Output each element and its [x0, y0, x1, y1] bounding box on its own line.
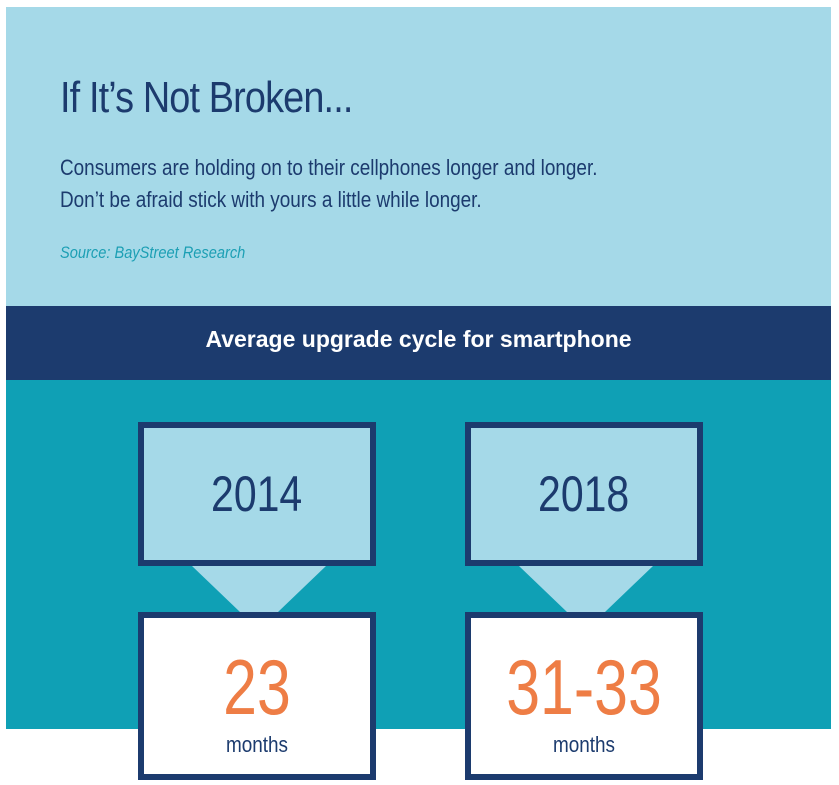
year-card-2014: 2014: [138, 422, 376, 566]
unit-label: months: [225, 732, 289, 757]
value-card-2018: 31-33 months: [465, 612, 703, 780]
unit-label: months: [552, 732, 616, 757]
subtitle-line-1: Consumers are holding on to their cellph…: [60, 155, 598, 180]
source-note: Source: BayStreet Research: [60, 243, 246, 262]
section-band: Average upgrade cycle for smartphone: [6, 306, 831, 380]
value-card-2014: 23 months: [138, 612, 376, 780]
year-card-2018: 2018: [465, 422, 703, 566]
upgrade-months-value: 23: [223, 643, 291, 731]
comparison-panel: [6, 380, 831, 729]
year-label: 2014: [211, 466, 303, 522]
connector-2014: [192, 566, 326, 612]
page-title: If It’s Not Broken...: [60, 73, 353, 122]
upgrade-months-value: 31-33: [506, 643, 662, 731]
section-heading: Average upgrade cycle for smartphone: [205, 325, 632, 352]
subtitle-line-2: Don’t be afraid stick with yours a littl…: [60, 187, 482, 212]
header-panel: [6, 7, 831, 306]
connector-shapes: [192, 566, 653, 612]
connector-2018: [519, 566, 653, 612]
year-label: 2018: [538, 466, 630, 522]
